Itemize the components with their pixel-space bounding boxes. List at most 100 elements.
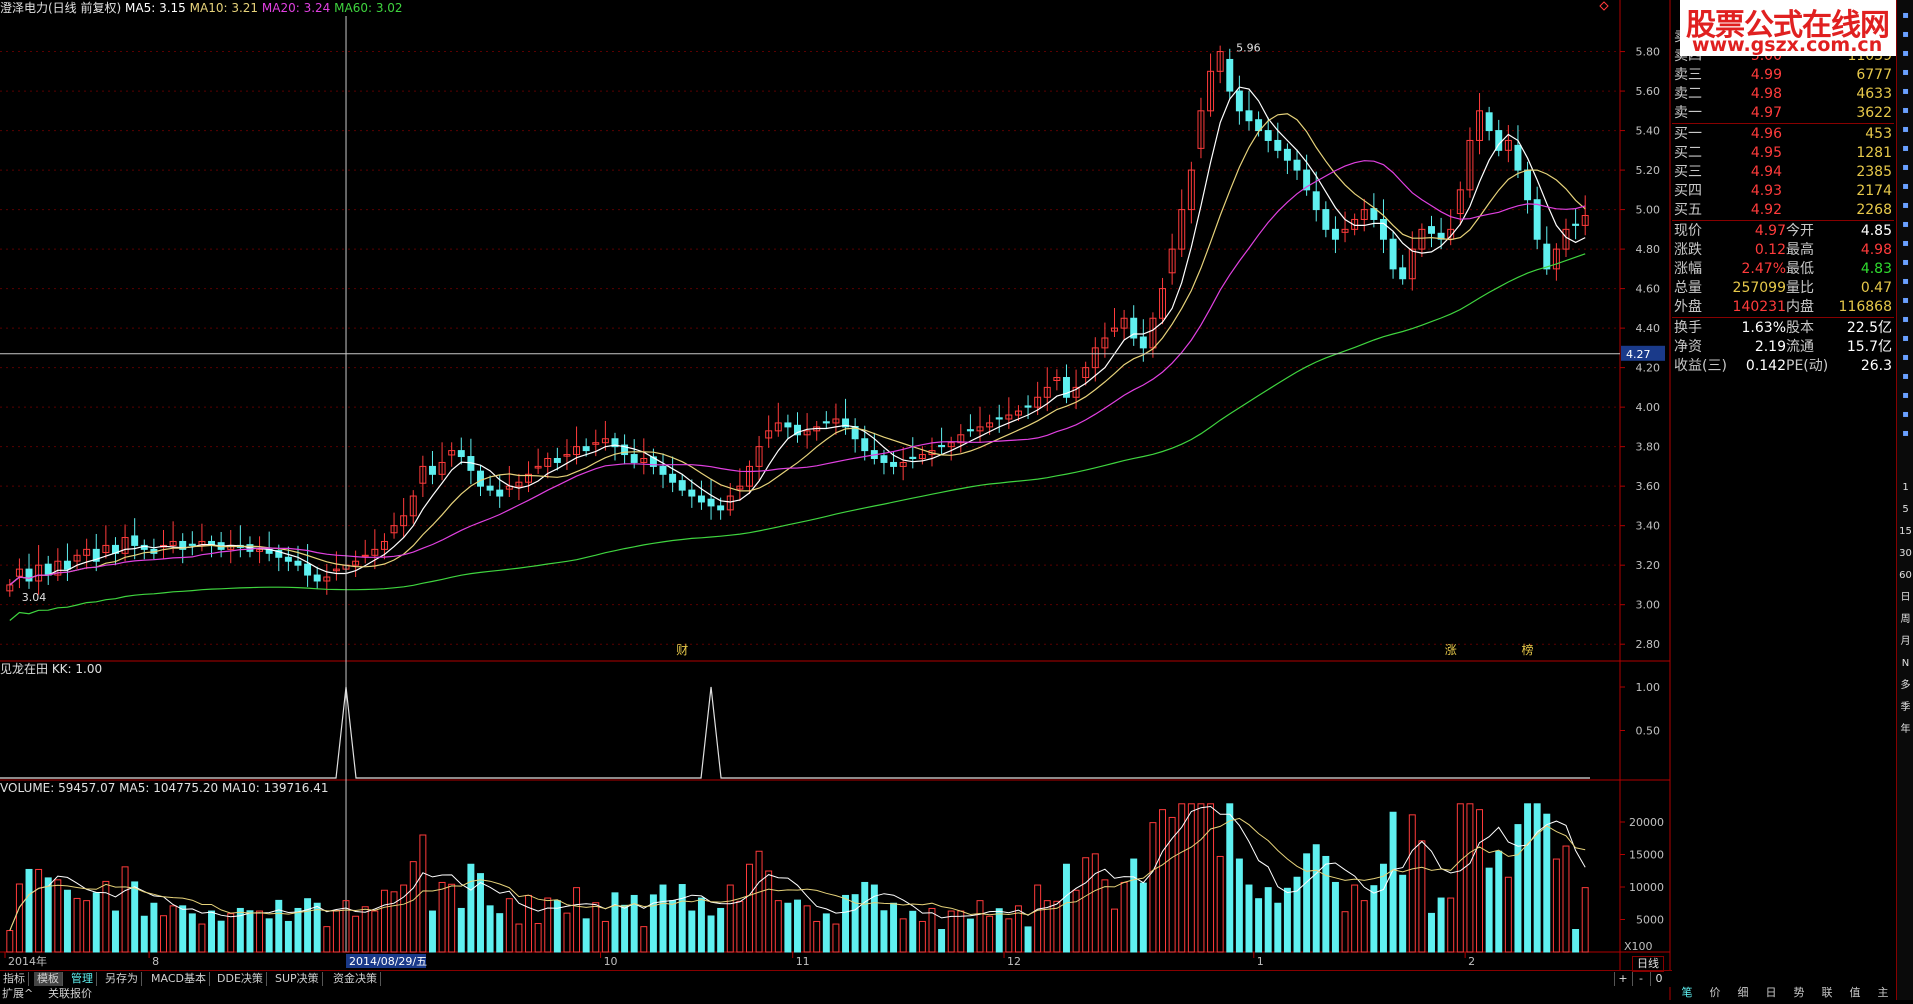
- tool-icon[interactable]: ▪: [1902, 10, 1909, 21]
- stat-value: 116868: [1838, 299, 1892, 315]
- volume-bar-up: [957, 910, 965, 953]
- volume-bar-up: [227, 913, 235, 953]
- zoom-button[interactable]: 0: [1650, 972, 1667, 986]
- volume-bar-up: [774, 900, 782, 953]
- zoom-button[interactable]: -: [1632, 972, 1649, 986]
- tool-icon[interactable]: ▪: [1902, 67, 1909, 78]
- bid-row[interactable]: 买四 4.93 2174: [1672, 182, 1894, 201]
- tool-icon[interactable]: ▪: [1902, 29, 1909, 40]
- tool-icon[interactable]: ▪: [1902, 124, 1909, 135]
- tool-icon[interactable]: ▪: [1902, 238, 1909, 249]
- volume-bar-down: [1331, 881, 1339, 953]
- candle-down: [890, 461, 898, 467]
- tool-icon[interactable]: ▪: [1902, 333, 1909, 344]
- candle-up: [1341, 228, 1349, 233]
- period-button[interactable]: 1: [1902, 482, 1909, 493]
- book-tab-0[interactable]: 笔: [1681, 986, 1693, 999]
- volume-bar-down: [63, 889, 71, 953]
- volume-bar-up: [986, 915, 994, 953]
- period-button[interactable]: 季: [1900, 702, 1911, 713]
- book-tab-1[interactable]: 价: [1709, 986, 1721, 999]
- tool-icon[interactable]: ▪: [1902, 219, 1909, 230]
- book-tab-3[interactable]: 日: [1765, 986, 1777, 999]
- bid-row[interactable]: 买二 4.95 1281: [1672, 144, 1894, 163]
- tool-icon[interactable]: ▪: [1902, 105, 1909, 116]
- tool-icon[interactable]: ▪: [1902, 314, 1909, 325]
- volume-bar-up: [15, 883, 23, 953]
- stat-label: 量比: [1786, 280, 1814, 296]
- tool-icon[interactable]: ▪: [1902, 295, 1909, 306]
- tool-icon[interactable]: ▪: [1902, 162, 1909, 173]
- formula-tab[interactable]: 指标: [0, 972, 29, 986]
- period-button[interactable]: 30: [1899, 548, 1912, 559]
- period-button[interactable]: 年: [1900, 724, 1911, 735]
- stat-value: 4.83: [1860, 261, 1892, 277]
- bid-row[interactable]: 买五 4.92 2268: [1672, 201, 1894, 220]
- volume-bar-down: [284, 920, 292, 953]
- candle-down: [909, 456, 917, 460]
- tool-icon[interactable]: ▪: [1902, 200, 1909, 211]
- candle-down: [1130, 317, 1138, 339]
- period-indicator[interactable]: 日线: [1632, 956, 1664, 972]
- book-tab-7[interactable]: 主: [1877, 986, 1889, 999]
- ask-row[interactable]: 卖三 4.99 6777: [1672, 66, 1894, 85]
- volume-bar-up: [601, 920, 609, 953]
- ask-volume: 3622: [1856, 105, 1892, 121]
- period-button[interactable]: 多: [1900, 680, 1911, 691]
- tool-icon[interactable]: ▪: [1902, 428, 1909, 439]
- formula-tab[interactable]: MACD基本: [148, 972, 210, 986]
- period-button[interactable]: 60: [1899, 570, 1912, 581]
- ma20-legend: MA20: 3.24: [261, 1, 331, 15]
- volume-bar-down: [938, 929, 946, 953]
- tool-icon[interactable]: ▪: [1902, 48, 1909, 59]
- bid-row[interactable]: 买一 4.96 453: [1672, 125, 1894, 144]
- ask-row[interactable]: 卖二 4.98 4633: [1672, 85, 1894, 104]
- tool-icon[interactable]: ▪: [1902, 352, 1909, 363]
- volume-bar-down: [44, 877, 52, 953]
- candle-down: [131, 535, 139, 546]
- price-tick-label: 3.60: [1636, 480, 1661, 493]
- tool-icon[interactable]: ▪: [1902, 276, 1909, 287]
- tool-icon[interactable]: ▪: [1902, 143, 1909, 154]
- volume-title: VOLUME: 59457.07 MA5: 104775.20 MA10: 13…: [0, 781, 329, 795]
- period-button[interactable]: 15: [1899, 526, 1912, 537]
- stat-value: 2.19: [1754, 339, 1786, 355]
- tool-icon[interactable]: ▪: [1902, 257, 1909, 268]
- tool-icon[interactable]: ▪: [1902, 390, 1909, 401]
- extension-tab[interactable]: 关联报价: [48, 987, 92, 1000]
- period-button[interactable]: 日: [1900, 592, 1911, 603]
- tool-icon[interactable]: ▪: [1902, 371, 1909, 382]
- formula-tab[interactable]: 管理: [68, 972, 97, 986]
- ask-row[interactable]: 卖一 4.97 3622: [1672, 104, 1894, 123]
- stat-label: 换手: [1674, 320, 1702, 336]
- book-tab-2[interactable]: 细: [1737, 986, 1749, 999]
- volume-bar-down: [1524, 803, 1532, 953]
- period-button[interactable]: 月: [1900, 636, 1911, 647]
- tool-icon[interactable]: ▪: [1902, 86, 1909, 97]
- formula-tab[interactable]: SUP决策: [272, 972, 323, 986]
- period-button[interactable]: N: [1901, 658, 1910, 669]
- tool-icon[interactable]: ▪: [1902, 409, 1909, 420]
- period-button[interactable]: 5: [1902, 504, 1909, 515]
- candle-down: [1389, 238, 1397, 270]
- formula-tab[interactable]: 另存为: [102, 972, 142, 986]
- extension-tab[interactable]: 扩展^: [2, 987, 34, 1000]
- right-toolbar: ▪ ▪ ▪ ▪ ▪ ▪ ▪ ▪ ▪ ▪ ▪ ▪ ▪ ▪ ▪ ▪ ▪ ▪ ▪ ▪ ▪ ▪ ▪ 1 5 15 30 60 日周月 N 多季年: [1896, 0, 1913, 1000]
- volume-bar-up: [515, 923, 523, 953]
- tool-icon[interactable]: ▪: [1902, 181, 1909, 192]
- bid-row[interactable]: 买三 4.94 2385: [1672, 163, 1894, 182]
- book-tab-6[interactable]: 值: [1849, 986, 1861, 999]
- book-tab-4[interactable]: 势: [1793, 986, 1805, 999]
- period-button[interactable]: 周: [1900, 614, 1911, 625]
- formula-tab[interactable]: 资金决策: [330, 972, 381, 986]
- candle-up: [1418, 228, 1426, 250]
- formula-tab[interactable]: 模板: [34, 972, 63, 986]
- zoom-button[interactable]: +: [1614, 972, 1631, 986]
- candle-up: [1187, 169, 1195, 211]
- book-tab-5[interactable]: 联: [1821, 986, 1833, 999]
- volume-bar-up: [928, 907, 936, 953]
- crosshair-price-box: [1621, 345, 1665, 361]
- formula-tab[interactable]: DDE决策: [214, 972, 267, 986]
- candle-down: [1264, 130, 1272, 141]
